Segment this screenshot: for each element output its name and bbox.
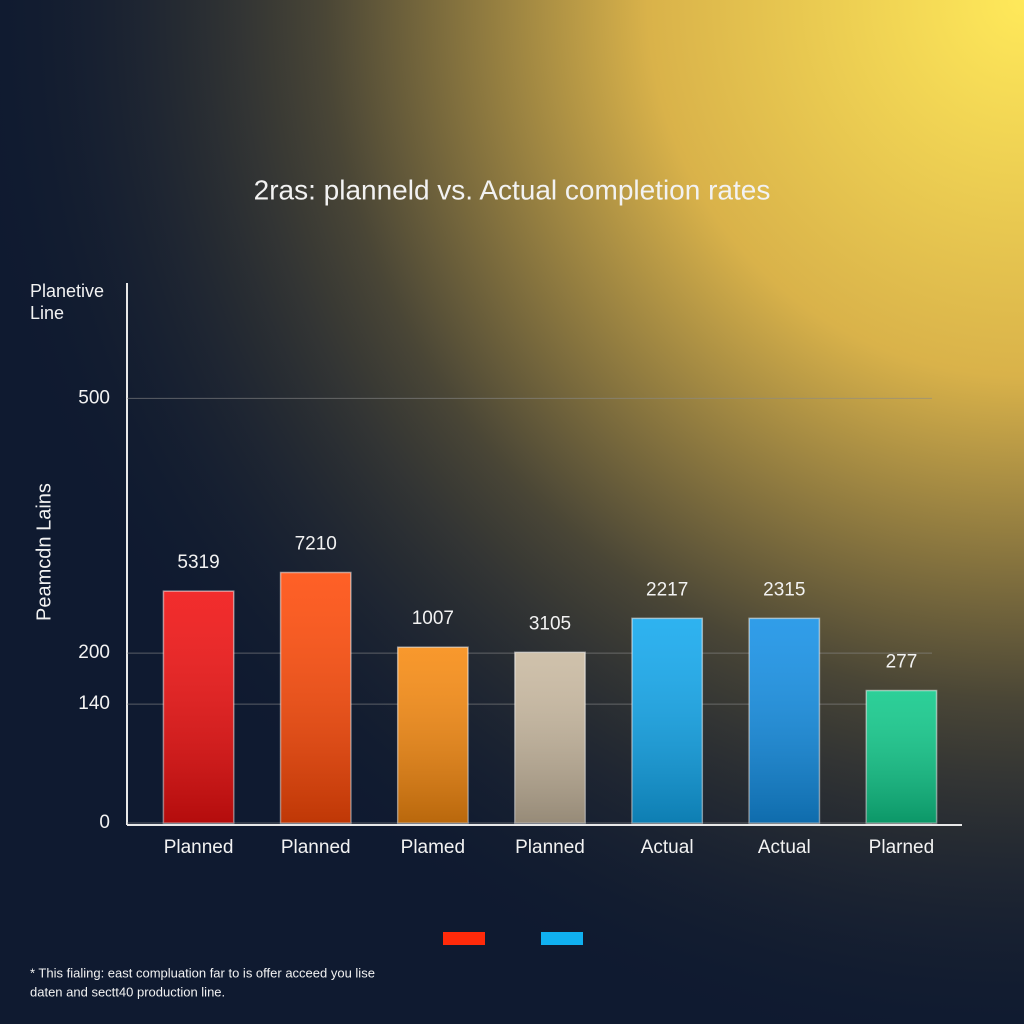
x-tick-label: Plarned <box>869 837 935 858</box>
y-tick-label: 200 <box>78 642 110 663</box>
x-tick-label: Planned <box>515 837 585 858</box>
bar-shade <box>397 647 468 823</box>
legend-swatch <box>443 932 485 945</box>
y-tick-label: 500 <box>78 387 110 408</box>
bar-shade <box>280 572 351 823</box>
y-axis-label: Peamcdn Lains <box>33 483 55 621</box>
y-tick-label: 140 <box>78 693 110 714</box>
bar-annotation: 2217 <box>646 579 688 600</box>
footnote: * This fialing: east compluation far to … <box>30 965 375 980</box>
bar-annotation: 5319 <box>177 552 219 573</box>
legend-swatch <box>541 932 583 945</box>
bar-annotation: 277 <box>886 652 918 673</box>
footnote: daten and sectt40 production line. <box>30 984 225 999</box>
x-tick-label: Planned <box>281 837 351 858</box>
bar-annotation: 7210 <box>295 533 337 554</box>
bar-shade <box>749 618 820 823</box>
x-tick-label: Planned <box>164 837 234 858</box>
bar-shade <box>866 690 937 823</box>
bar-shade <box>632 618 703 823</box>
bar-annotation: 1007 <box>412 608 454 629</box>
bar-shade <box>163 591 234 823</box>
x-tick-label: Plamed <box>401 837 465 858</box>
x-tick-label: Actual <box>641 837 694 858</box>
bar-shade <box>514 652 586 823</box>
y-label-top: Planetive <box>30 281 104 301</box>
chart-title: 2ras: planneld vs. Actual completion rat… <box>254 174 771 205</box>
x-tick-label: Actual <box>758 837 811 858</box>
bar-annotation: 3105 <box>529 613 571 634</box>
bar-annotation: 2315 <box>763 579 805 600</box>
y-label-top: Line <box>30 303 64 323</box>
y-tick-label: 0 <box>99 812 110 833</box>
